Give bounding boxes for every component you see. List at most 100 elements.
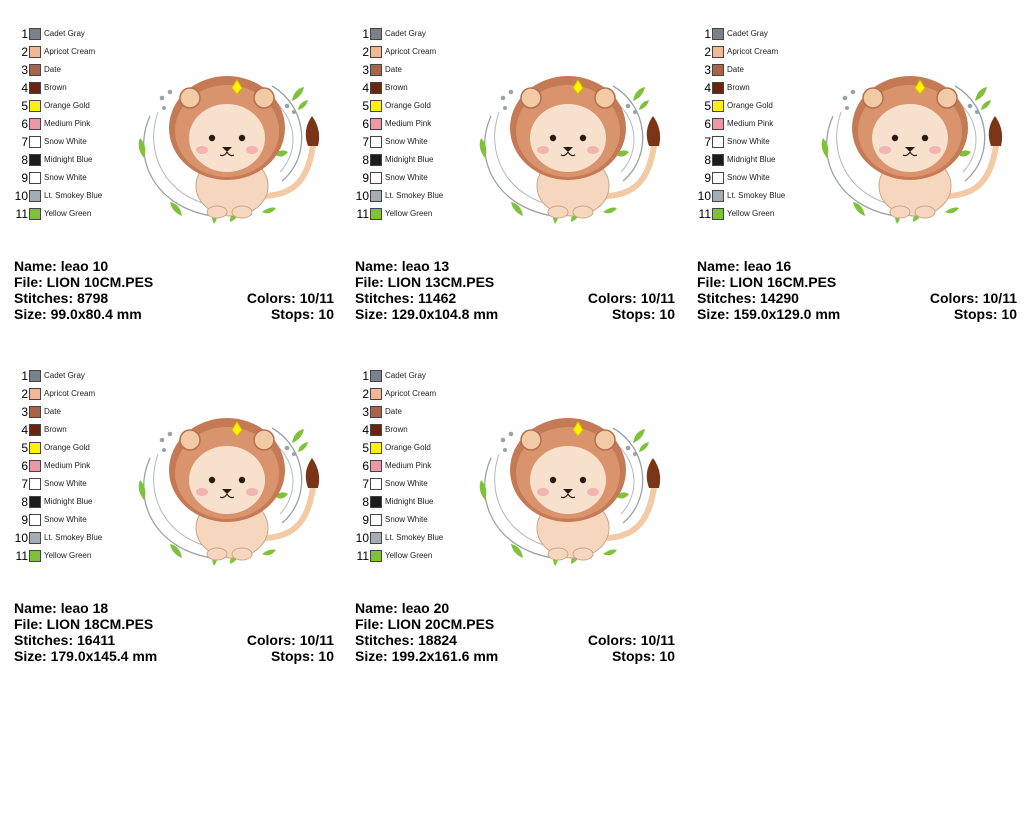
lion-nose <box>563 489 573 494</box>
lion-eye <box>921 134 929 142</box>
lion-ear <box>520 429 542 451</box>
palette-row: 2 Apricot Cream <box>355 44 465 60</box>
info-label: Stitches: <box>697 290 757 306</box>
swirl-line <box>271 427 303 524</box>
color-swatch <box>712 64 724 76</box>
thread-color-name: Orange Gold <box>44 443 90 452</box>
thread-color-name: Medium Pink <box>727 119 774 128</box>
thread-color-name: Yellow Green <box>385 209 433 218</box>
info-value-size: 99.0x80.4 mm <box>50 306 142 322</box>
palette-number: 5 <box>704 99 711 113</box>
color-swatch <box>29 514 41 526</box>
palette-number: 1 <box>362 27 369 41</box>
color-swatch <box>370 478 382 490</box>
leaf <box>138 138 146 158</box>
color-swatch <box>370 190 382 202</box>
info-value-stops: 10 <box>318 648 334 664</box>
lion-cheek <box>587 488 599 496</box>
info-line: File: LION 16CM.PES <box>697 274 1017 290</box>
info-label: Stitches: <box>355 632 415 648</box>
color-swatch <box>712 118 724 130</box>
lion-face <box>189 446 265 514</box>
swirl-line <box>271 85 303 182</box>
dot <box>503 106 507 110</box>
lion-face <box>189 104 265 172</box>
palette-number: 6 <box>21 459 28 473</box>
lion-cheek <box>196 488 208 496</box>
dot <box>975 110 979 114</box>
thread-color-name: Snow White <box>44 137 87 146</box>
thread-color-name: Brown <box>44 425 67 434</box>
lion-eye <box>238 476 246 484</box>
thread-color-name: Orange Gold <box>385 443 431 452</box>
palette-row: 9 Snow White <box>14 170 124 186</box>
thread-color-name: Yellow Green <box>44 551 92 560</box>
lion-cheek <box>929 146 941 154</box>
lion-eye <box>891 134 899 142</box>
info-label: Name: <box>355 600 398 616</box>
palette-row: 11 Yellow Green <box>355 548 465 564</box>
lion-nose <box>222 489 232 494</box>
thread-color-name: Lt. Smokey Blue <box>44 533 103 542</box>
info-label: Name: <box>14 258 57 274</box>
info-value-stitches: 14290 <box>760 290 799 306</box>
info-label: Stops: <box>270 648 315 664</box>
color-swatch <box>370 370 382 382</box>
lion-tail-tuft <box>646 116 661 146</box>
leaf <box>633 87 645 101</box>
thread-color-name: Yellow Green <box>44 209 92 218</box>
lion-face <box>530 104 606 172</box>
thread-color-name: Midnight Blue <box>727 155 776 164</box>
color-swatch <box>29 406 41 418</box>
palette-row: 9 Snow White <box>14 512 124 528</box>
palette-number: 2 <box>362 387 369 401</box>
lion-paw <box>231 547 253 561</box>
info-label: Size: <box>355 648 388 664</box>
thread-color-name: Brown <box>385 83 408 92</box>
info-label: Size: <box>14 306 47 322</box>
dot <box>967 103 973 109</box>
palette-row: 8 Midnight Blue <box>355 152 465 168</box>
dot <box>500 95 506 101</box>
palette-number: 7 <box>362 477 369 491</box>
info-line: Name: leao 20 <box>355 600 675 616</box>
palette-row: 7 Snow White <box>355 134 465 150</box>
info-label: Stops: <box>611 306 656 322</box>
thread-color-name: Medium Pink <box>44 119 91 128</box>
palette-number: 6 <box>704 117 711 131</box>
palette-row: 4 Brown <box>697 80 807 96</box>
lion-paw <box>572 205 594 219</box>
palette-row: 4 Brown <box>14 422 124 438</box>
palette-row: 6 Medium Pink <box>697 116 807 132</box>
thread-color-name: Brown <box>44 83 67 92</box>
lion-paw <box>547 547 569 561</box>
color-swatch <box>370 406 382 418</box>
info-label: File: <box>355 274 384 290</box>
dot <box>850 89 856 95</box>
leaf <box>639 100 649 110</box>
palette-number: 11 <box>15 207 28 221</box>
info-label: Size: <box>355 306 388 322</box>
palette-number: 3 <box>362 63 369 77</box>
color-swatch <box>370 28 382 40</box>
swirl-line <box>612 85 644 182</box>
palette-row: 3 Date <box>355 62 465 78</box>
palette-row: 11 Yellow Green <box>14 548 124 564</box>
leaf <box>975 87 987 101</box>
leaf <box>945 207 959 214</box>
thread-color-name: Midnight Blue <box>385 155 434 164</box>
info-value-file: LION 18CM.PES <box>46 616 154 632</box>
info-label: Stops: <box>953 306 998 322</box>
palette-row: 8 Midnight Blue <box>14 494 124 510</box>
color-swatch <box>712 136 724 148</box>
dot <box>292 110 296 114</box>
color-swatch <box>29 46 41 58</box>
color-swatch <box>29 28 41 40</box>
leaf <box>170 202 182 216</box>
leaf <box>511 202 523 216</box>
dot <box>284 445 290 451</box>
thread-color-name: Orange Gold <box>385 101 431 110</box>
palette-row: 6 Medium Pink <box>14 116 124 132</box>
color-swatch <box>29 388 41 400</box>
swirl-line <box>483 115 554 217</box>
